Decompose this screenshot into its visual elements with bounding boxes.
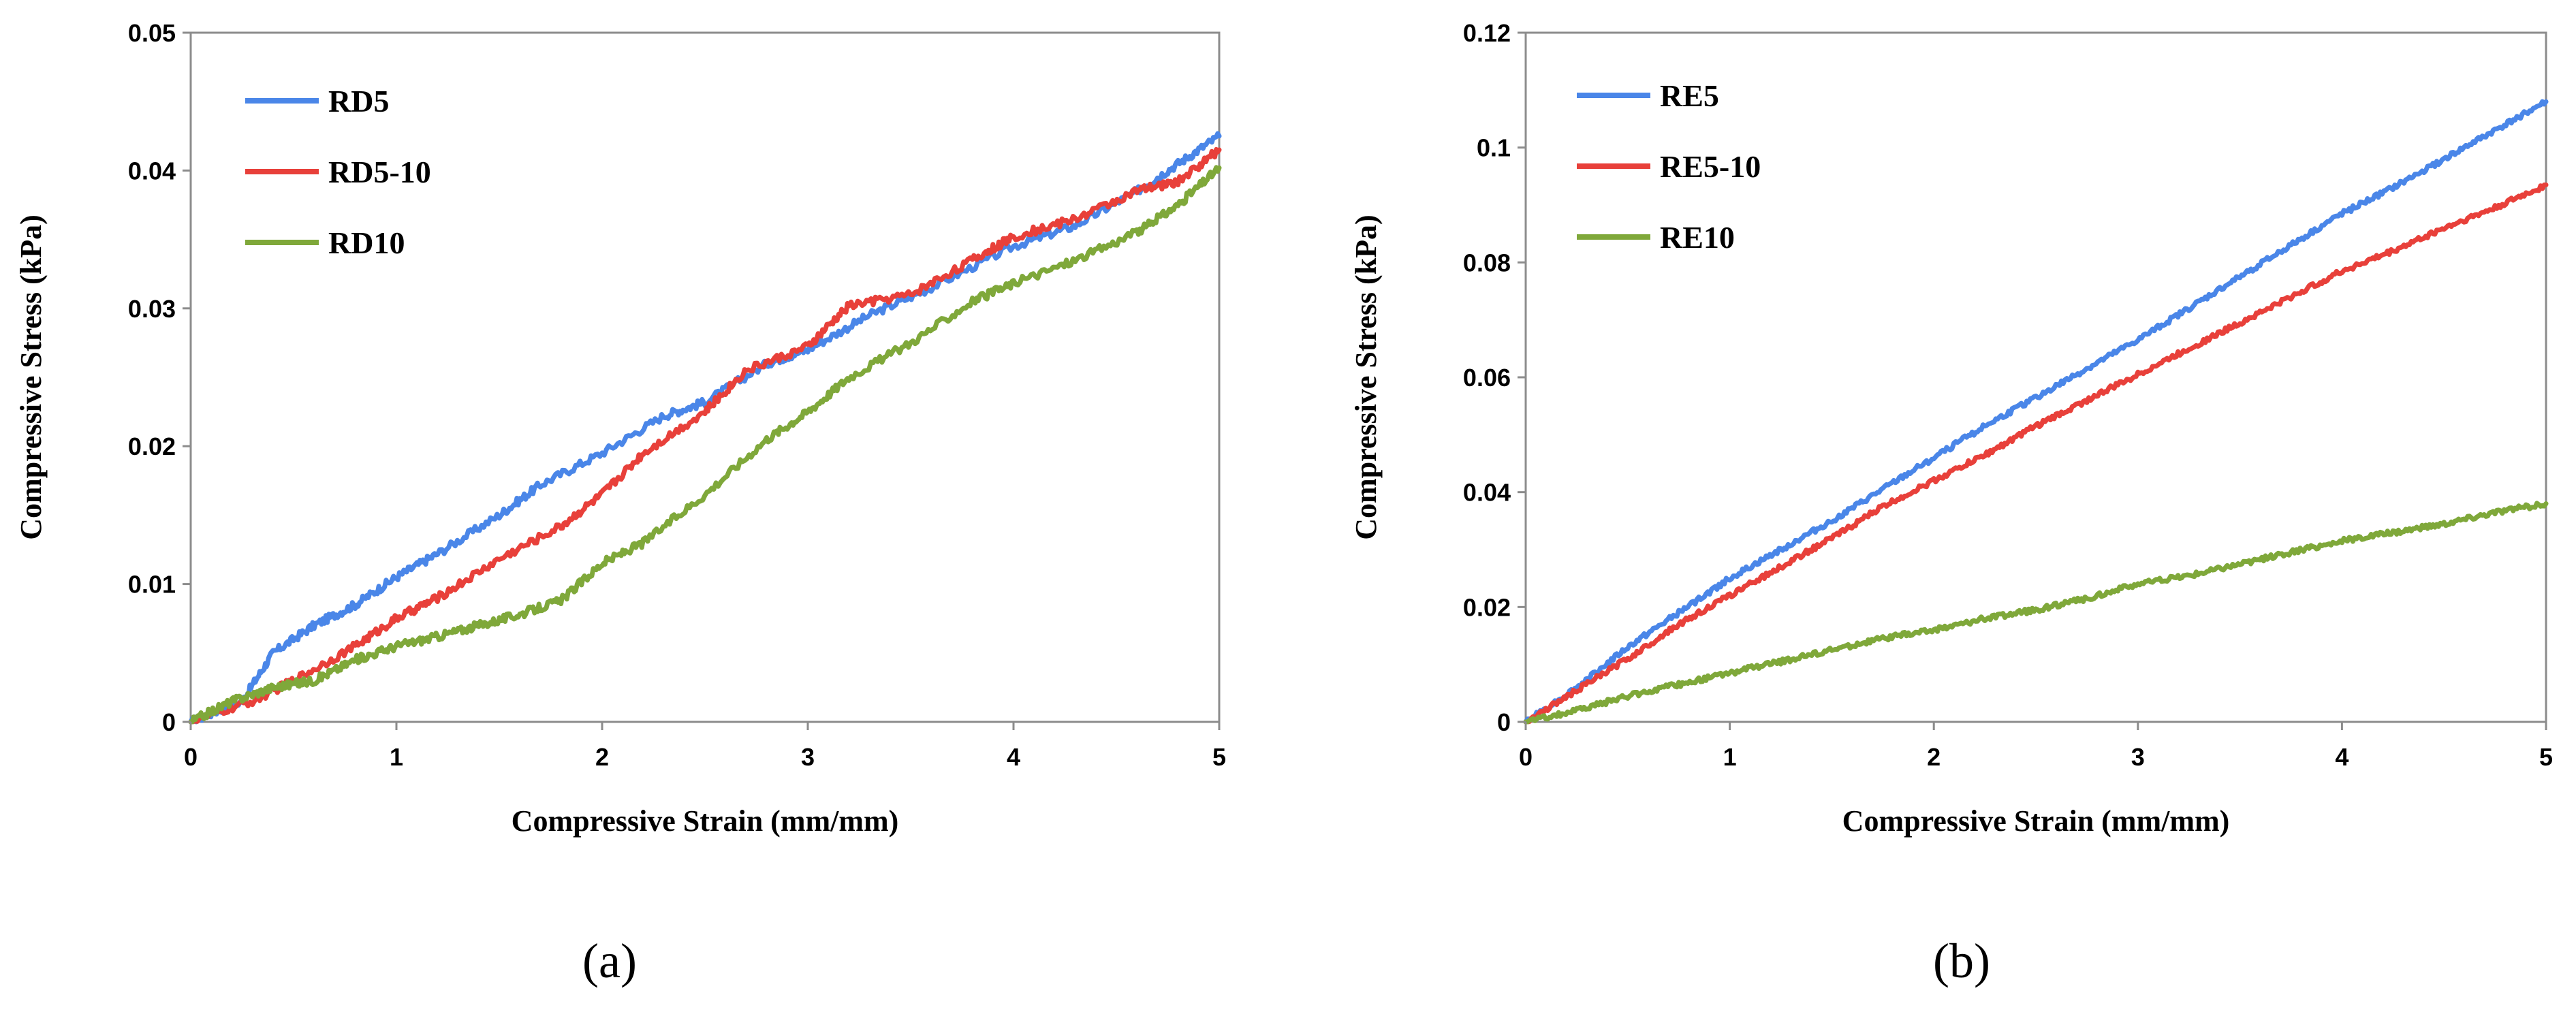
y-tick-label: 0.04: [1463, 479, 1511, 507]
x-tick-label: 4: [1007, 743, 1020, 771]
x-tick-label: 5: [1212, 743, 1226, 771]
x-tick-label: 4: [2335, 743, 2349, 771]
y-tick-label: 0.1: [1477, 134, 1511, 162]
series-line-rd5-10: [188, 146, 1222, 725]
series-line-rd10: [188, 165, 1222, 725]
x-tick-label: 2: [1927, 743, 1941, 771]
x-tick-label: 1: [390, 743, 403, 771]
x-tick-label: 2: [595, 743, 609, 771]
y-axis-title-b: Compressive Stress (kPa): [1349, 215, 1383, 539]
y-axis-title-a: Compressive Stress (kPa): [14, 215, 48, 539]
series-line-re5-10: [1523, 183, 2549, 725]
chart-panel-b: 0 1 2 3 4 5 0 0.02 0.04 0.06 0.08 0.1 0.12 Compress…: [1349, 19, 2553, 988]
legend-label: RD5-10: [328, 155, 431, 189]
legend-label: RE10: [1660, 220, 1735, 255]
series-layer-b: [1523, 99, 2549, 725]
y-tick-label: 0: [1497, 708, 1511, 736]
legend-label: RD5: [328, 84, 389, 118]
panel-label-a: (a): [582, 934, 637, 988]
y-tick-label: 0.03: [128, 295, 176, 323]
y-tick-label: 0.12: [1463, 19, 1511, 47]
x-tick-label: 3: [801, 743, 815, 771]
legend-a: RD5 RD5-10 RD10: [245, 84, 431, 260]
y-tick-labels-b: 0 0.02 0.04 0.06 0.08 0.1 0.12: [1463, 19, 1526, 736]
plot-area-a: [189, 31, 1221, 723]
chart-panel-a: 0 1 2 3 4 5 0 0.01 0.02 0.03 0.04 0.05 Compressive…: [14, 19, 1226, 988]
y-tick-label: 0.02: [1463, 593, 1511, 621]
y-tick-label: 0.01: [128, 571, 176, 599]
x-tick-labels-b: 0 1 2 3 4 5: [1519, 722, 2553, 771]
y-tick-label: 0: [162, 708, 176, 736]
y-tick-label: 0.04: [128, 157, 176, 185]
series-line-re10: [1523, 501, 2549, 725]
x-tick-labels-a: 0 1 2 3 4 5: [184, 722, 1226, 771]
x-tick-label: 0: [184, 743, 198, 771]
legend-label: RE5-10: [1660, 149, 1761, 184]
y-tick-labels-a: 0 0.01 0.02 0.03 0.04 0.05: [128, 19, 191, 736]
x-tick-label: 0: [1519, 743, 1533, 771]
series-line-rd5: [188, 131, 1222, 725]
x-tick-label: 1: [1723, 743, 1737, 771]
y-tick-label: 0.02: [128, 432, 176, 460]
panel-label-b: (b): [1933, 934, 1990, 988]
series-layer-a: [188, 131, 1222, 725]
series-line-re5: [1523, 99, 2549, 725]
legend-label: RE5: [1660, 78, 1719, 113]
legend-b: RE5 RE5-10 RE10: [1577, 78, 1761, 255]
y-tick-label: 0.06: [1463, 364, 1511, 392]
x-tick-label: 5: [2539, 743, 2553, 771]
x-axis-title-a: Compressive Strain (mm/mm): [512, 804, 899, 838]
y-tick-label: 0.05: [128, 19, 176, 47]
x-axis-title-b: Compressive Strain (mm/mm): [1842, 804, 2230, 838]
legend-label: RD10: [328, 225, 405, 260]
x-tick-label: 3: [2131, 743, 2145, 771]
y-tick-label: 0.08: [1463, 249, 1511, 276]
plot-area-b: [1524, 31, 2547, 723]
